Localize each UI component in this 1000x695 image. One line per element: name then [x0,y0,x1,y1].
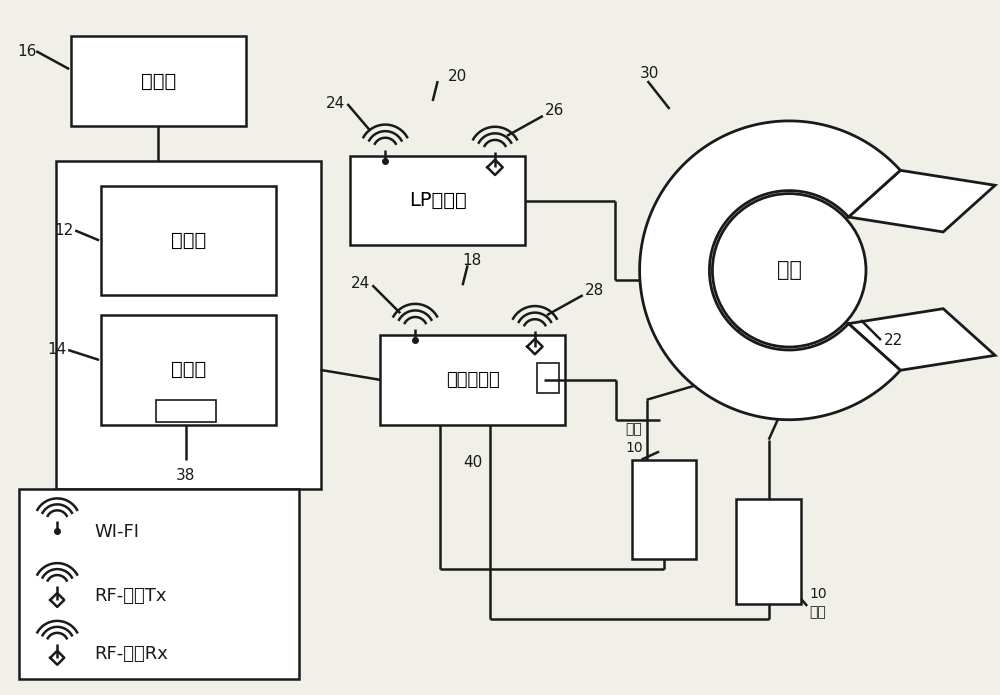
Bar [101,186,276,295]
Text: 18: 18 [463,253,482,268]
Text: 28: 28 [585,283,604,297]
Text: 14: 14 [47,343,66,357]
Bar [350,156,525,245]
Text: 12: 12 [54,223,73,238]
Text: 24: 24 [326,97,345,111]
Polygon shape [640,121,900,420]
Bar [71,36,246,126]
Text: WI-FI: WI-FI [94,523,139,541]
Text: 40: 40 [463,455,482,470]
Text: 10: 10 [809,587,827,601]
Text: 22: 22 [884,332,903,348]
Text: 导管集线器: 导管集线器 [446,371,499,389]
Bar [101,315,276,425]
Text: 30: 30 [640,65,659,81]
Text: 16: 16 [17,44,36,58]
Text: 头部: 头部 [777,261,802,280]
Text: 24: 24 [351,276,370,291]
Text: LP驱动器: LP驱动器 [409,191,467,210]
Text: 10: 10 [625,441,643,455]
Text: 处理器: 处理器 [171,361,206,379]
Bar [736,500,801,604]
Text: 导管: 导管 [809,605,826,619]
Bar [632,459,696,559]
Polygon shape [848,309,995,370]
Bar [56,161,320,489]
Text: 工作站: 工作站 [171,231,206,250]
Text: 20: 20 [448,69,467,83]
Text: 导管: 导管 [626,423,643,436]
Text: 26: 26 [545,104,564,118]
Text: RF-同步Rx: RF-同步Rx [94,645,168,663]
Bar [19,489,299,679]
Polygon shape [848,170,995,232]
Circle shape [712,194,866,347]
Bar [156,400,216,422]
Text: RF-同步Tx: RF-同步Tx [94,587,167,605]
Bar [537,363,559,393]
Text: 38: 38 [176,468,196,482]
Text: 显示器: 显示器 [141,72,176,90]
Bar [380,335,565,425]
